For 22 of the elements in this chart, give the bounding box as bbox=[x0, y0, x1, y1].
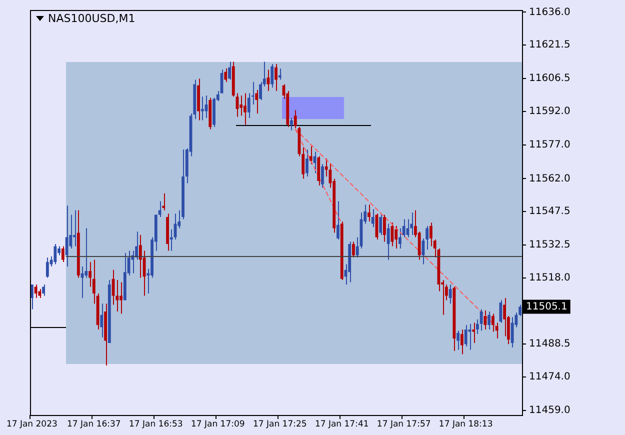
y-tick-label: 11577.0 bbox=[529, 140, 570, 151]
y-tick-label: 11459.0 bbox=[529, 405, 570, 416]
y-tick-label: 11488.5 bbox=[529, 338, 570, 350]
y-tick-label: 11547.5 bbox=[529, 206, 570, 217]
y-tick-label: 11474.0 bbox=[529, 371, 570, 382]
x-tick-label: 17 Jan 17:57 bbox=[376, 419, 431, 430]
chart-title: NAS100USD,M1 bbox=[48, 12, 136, 25]
y-tick-label: 11606.5 bbox=[529, 73, 570, 84]
x-tick-label: 17 Jan 2023 bbox=[6, 419, 58, 430]
y-tick-label: 11562.0 bbox=[529, 173, 570, 184]
x-tick-label: 17 Jan 17:25 bbox=[252, 419, 307, 430]
y-tick-label: 11592.0 bbox=[529, 106, 570, 117]
x-tick-label: 17 Jan 18:13 bbox=[438, 419, 493, 430]
x-tick-label: 17 Jan 17:41 bbox=[314, 419, 369, 430]
x-tick-label: 17 Jan 16:53 bbox=[128, 419, 183, 430]
y-tick-label: 11532.5 bbox=[529, 240, 570, 251]
y-tick-label: 11518.0 bbox=[529, 272, 570, 284]
y-tick-label: 11636.0 bbox=[529, 6, 570, 18]
text: 11505.1 bbox=[526, 301, 568, 312]
y-tick-label: 11621.5 bbox=[529, 39, 570, 50]
x-tick-label: 17 Jan 17:09 bbox=[190, 419, 245, 430]
x-tick-label: 17 Jan 16:37 bbox=[67, 419, 121, 430]
